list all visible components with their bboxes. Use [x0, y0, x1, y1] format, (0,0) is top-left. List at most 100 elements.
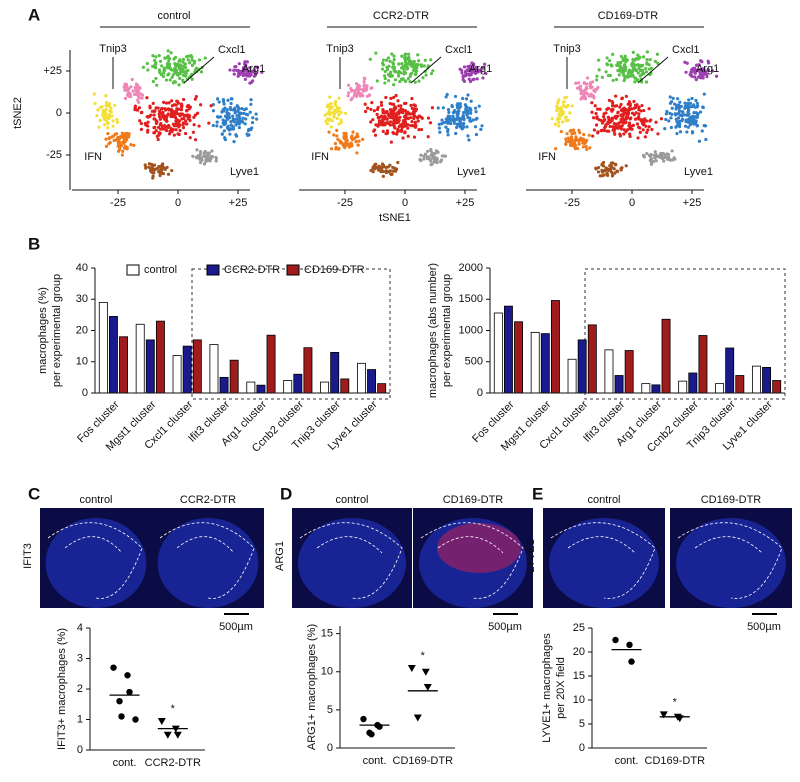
tsne-dot	[393, 166, 397, 170]
tsne-dot	[453, 109, 457, 113]
tsne-dot	[324, 119, 328, 123]
tsne-dot	[241, 116, 245, 120]
tsne-dot	[400, 54, 404, 58]
tsne-dot	[248, 110, 252, 114]
tsne-dot	[389, 140, 393, 144]
tsne-dot	[199, 103, 203, 107]
tsne-dot	[162, 100, 166, 104]
tsne-dot	[475, 116, 479, 120]
tsne-dot	[337, 122, 341, 126]
tsne-dot	[361, 137, 365, 141]
data-point	[110, 664, 117, 671]
tsne-dot	[332, 115, 336, 119]
tsne-dot	[161, 112, 165, 116]
tsne-dot	[617, 73, 621, 77]
tsne-dot	[123, 96, 128, 100]
tsne-dot	[673, 102, 677, 106]
x-tick-label: CCR2-DTR	[145, 757, 201, 769]
tsne-dot	[392, 106, 396, 111]
tsne-dot	[658, 154, 662, 158]
tsne-dot	[670, 106, 674, 110]
tsne-dot	[615, 169, 619, 173]
tsne-dot	[426, 149, 430, 153]
tsne-dot	[593, 87, 597, 92]
y-tick-label: 1000	[459, 324, 483, 336]
tsne-dot	[695, 124, 699, 128]
y-tick-label: 15	[321, 628, 333, 640]
panel-label: E	[532, 484, 543, 503]
tsne-dot	[243, 122, 247, 126]
tsne-dot	[637, 105, 641, 109]
tsne-dot	[166, 172, 171, 176]
tsne-dot	[564, 118, 568, 123]
tsne-dot	[395, 132, 399, 136]
tsne-dot	[146, 68, 150, 72]
tsne-dot	[140, 96, 144, 100]
y-tick-label: 10	[573, 694, 585, 706]
tsne-dot	[430, 162, 434, 166]
tsne-dot	[229, 97, 234, 101]
tsne-dot	[639, 118, 643, 122]
data-point	[132, 716, 139, 723]
tsne-dot	[634, 105, 638, 110]
tsne-dot	[173, 67, 177, 71]
tsne-dot	[155, 134, 159, 138]
tsne-dot	[156, 137, 160, 142]
image-label: CD169-DTR	[443, 494, 504, 506]
bar	[229, 359, 239, 394]
tsne-dot	[466, 109, 470, 113]
tsne-dot	[603, 125, 607, 130]
tsne-dot	[440, 122, 444, 126]
tsne-dot	[568, 111, 572, 115]
tsne-dot	[107, 136, 111, 141]
y-tick-label: 4	[77, 622, 83, 634]
tsne-dot	[383, 69, 387, 74]
tsne-dot	[587, 133, 591, 137]
tsne-dot	[337, 106, 341, 110]
tsne-dot	[575, 146, 580, 151]
tsne-dot	[392, 65, 397, 70]
tsne-dot	[462, 117, 466, 122]
tsne-dot	[153, 125, 157, 129]
bar	[550, 300, 560, 394]
tsne-dot	[355, 132, 359, 136]
tsne-dot	[705, 74, 709, 79]
tsne-dot	[460, 68, 464, 73]
bar	[751, 365, 761, 394]
tsne-dot	[106, 122, 110, 126]
tsne-dot	[412, 114, 416, 118]
tsne-dot	[363, 109, 368, 114]
tsne-dot	[249, 102, 253, 106]
tsne-dot	[610, 100, 614, 104]
tsne-dot	[226, 98, 230, 102]
tsne-dot	[400, 129, 404, 133]
tsne-dot	[432, 157, 436, 161]
tsne-dot	[701, 105, 705, 110]
tsne-dot	[379, 100, 383, 105]
tsne-dot	[393, 126, 397, 130]
tsne-dot	[474, 132, 479, 137]
tsne-dot	[663, 127, 667, 131]
tsne-dot	[704, 137, 708, 142]
tsne-dot	[484, 71, 488, 76]
tsne-dot	[158, 115, 162, 119]
tsne-dot	[369, 107, 373, 111]
tsne-dot	[636, 78, 640, 83]
tsne-dot	[381, 129, 385, 133]
tsne-dot	[564, 115, 568, 119]
tsne-dot	[606, 121, 610, 125]
cluster-label: IFN	[84, 151, 102, 163]
stain-label: LYVE1	[525, 539, 537, 572]
tsne-dot	[634, 68, 639, 73]
y-tick-label: 5	[327, 704, 333, 716]
tsne-dot	[468, 64, 472, 68]
tsne-dot	[619, 102, 623, 107]
tsne-dot	[647, 125, 651, 129]
y-tick-label: 1	[77, 713, 83, 725]
tsne-dot	[236, 109, 240, 113]
tissue	[549, 518, 659, 608]
tsne-dot	[406, 76, 410, 81]
tsne-dot	[384, 95, 388, 100]
tsne-dot	[550, 116, 554, 121]
x-tick-label: +25	[456, 197, 475, 209]
